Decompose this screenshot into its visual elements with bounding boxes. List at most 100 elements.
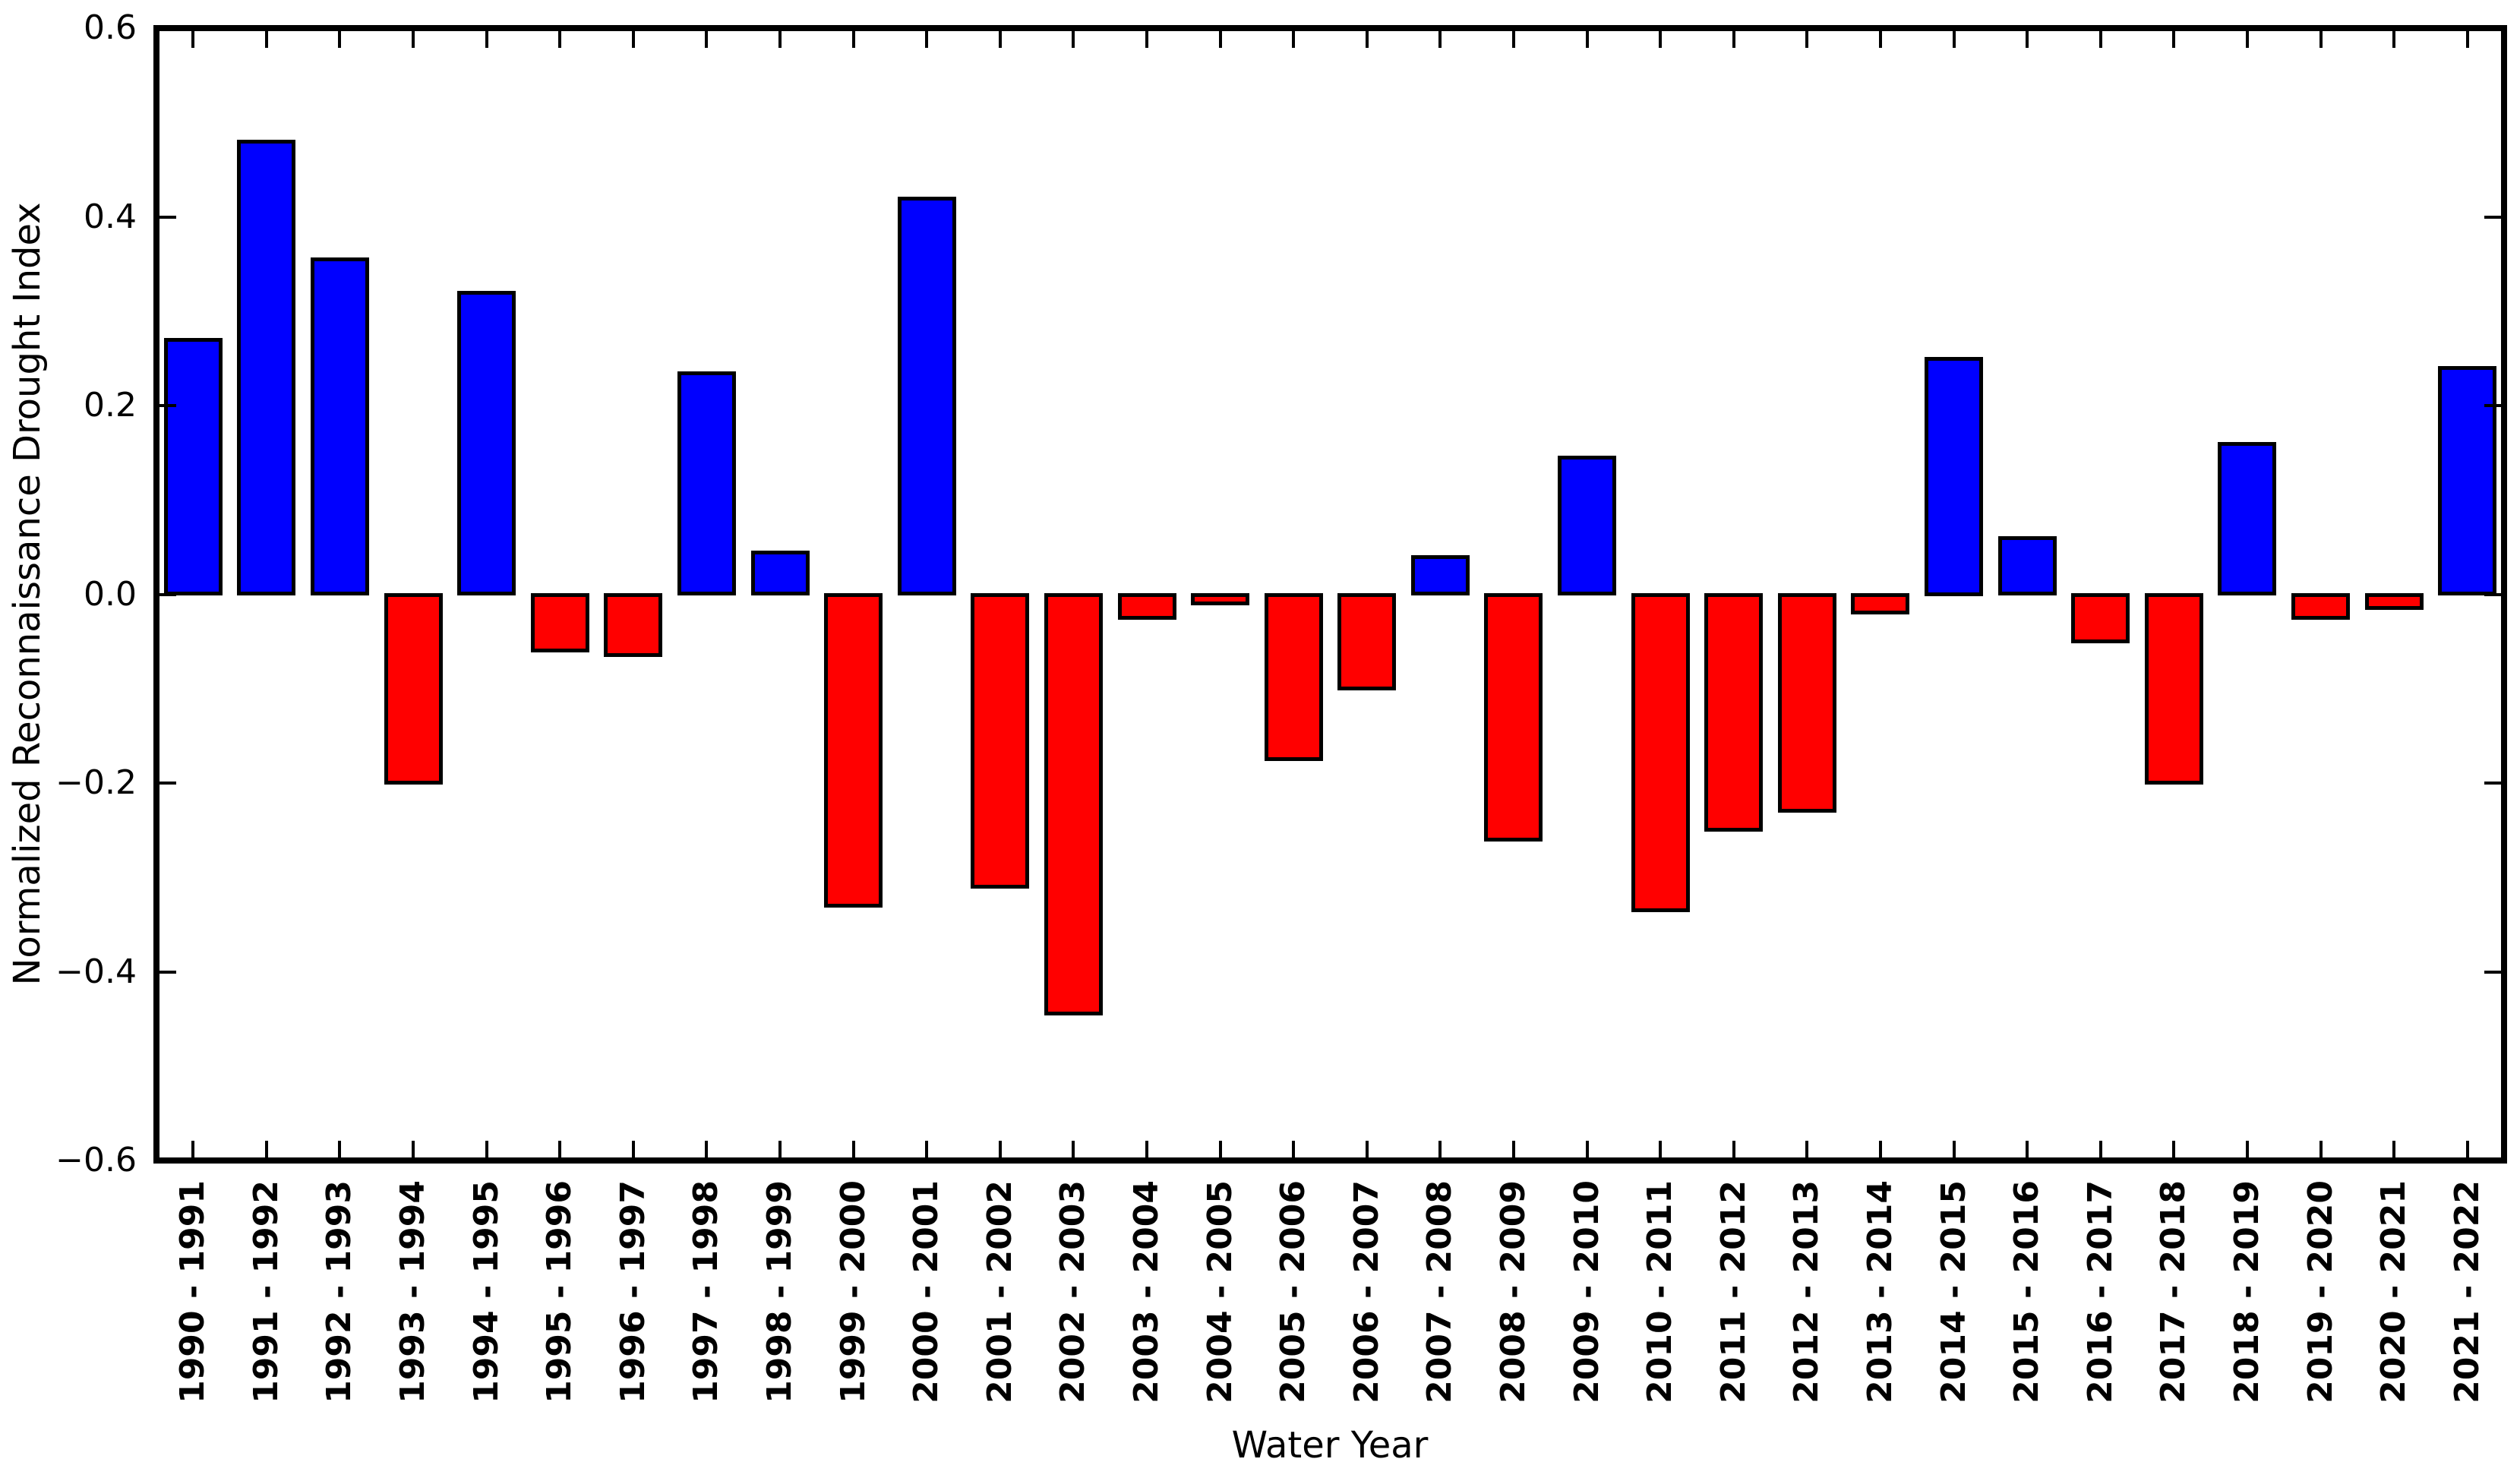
x-tick-top xyxy=(925,31,929,48)
x-tick-bottom xyxy=(778,1141,782,1157)
bar-2018-2019 xyxy=(2218,441,2277,596)
x-tick-top xyxy=(2245,31,2249,48)
y-tick-left xyxy=(159,27,176,30)
x-tick-bottom xyxy=(631,1141,635,1157)
x-tick-top xyxy=(1878,31,1882,48)
bar-1999-2000 xyxy=(824,592,883,908)
x-tick-label: 2013 - 2014 xyxy=(1860,1180,1899,1404)
x-tick-top xyxy=(2465,31,2469,48)
x-tick-top xyxy=(1659,31,1663,48)
bar-1992-1993 xyxy=(310,257,369,596)
bar-2012-2013 xyxy=(1777,592,1836,813)
x-tick-label: 2012 - 2013 xyxy=(1787,1180,1827,1404)
bar-2002-2003 xyxy=(1044,592,1103,1016)
x-tick-top xyxy=(338,31,342,48)
x-tick-label: 2006 - 2007 xyxy=(1347,1180,1386,1404)
x-tick-label: 1998 - 1999 xyxy=(760,1180,800,1404)
y-tick-label: 0.6 xyxy=(84,8,137,47)
x-tick-label: 2009 - 2010 xyxy=(1567,1180,1606,1404)
x-tick-bottom xyxy=(485,1141,488,1157)
x-tick-top xyxy=(631,31,635,48)
x-tick-bottom xyxy=(2465,1141,2469,1157)
x-tick-top xyxy=(1732,31,1735,48)
y-tick-left xyxy=(159,1159,176,1162)
x-tick-top xyxy=(558,31,562,48)
bar-2021-2022 xyxy=(2438,366,2497,596)
x-tick-top xyxy=(1145,31,1149,48)
x-tick-label: 1991 - 1992 xyxy=(246,1180,286,1404)
x-tick-label: 2021 - 2022 xyxy=(2447,1180,2487,1404)
x-tick-label: 1993 - 1994 xyxy=(393,1180,433,1404)
x-tick-bottom xyxy=(2172,1141,2176,1157)
x-tick-label: 2014 - 2015 xyxy=(1934,1180,1973,1404)
y-tick-right xyxy=(2484,592,2501,596)
x-tick-label: 2017 - 2018 xyxy=(2154,1180,2193,1404)
y-tick-left xyxy=(159,970,176,974)
x-tick-bottom xyxy=(1732,1141,1735,1157)
x-tick-bottom xyxy=(338,1141,342,1157)
x-tick-label: 2005 - 2006 xyxy=(1274,1180,1313,1404)
x-tick-bottom xyxy=(1365,1141,1369,1157)
x-tick-top xyxy=(1585,31,1589,48)
y-tick-right xyxy=(2484,1159,2501,1162)
x-tick-top xyxy=(264,31,268,48)
bar-2016-2017 xyxy=(2071,592,2130,643)
x-tick-label: 2018 - 2019 xyxy=(2227,1180,2266,1404)
x-tick-label: 2020 - 2021 xyxy=(2374,1180,2414,1404)
bar-1995-1996 xyxy=(530,592,589,653)
bar-1994-1995 xyxy=(457,290,516,596)
x-tick-top xyxy=(1805,31,1809,48)
bar-2019-2020 xyxy=(2291,592,2351,620)
x-tick-bottom xyxy=(2098,1141,2102,1157)
x-tick-label: 1992 - 1993 xyxy=(320,1180,359,1404)
y-tick-label: −0.6 xyxy=(55,1141,137,1179)
x-tick-label: 2002 - 2003 xyxy=(1053,1180,1093,1404)
bar-2003-2004 xyxy=(1117,592,1176,620)
x-tick-top xyxy=(2392,31,2396,48)
x-tick-top xyxy=(778,31,782,48)
x-tick-bottom xyxy=(1438,1141,1442,1157)
y-tick-right xyxy=(2484,215,2501,219)
x-tick-top xyxy=(1218,31,1222,48)
x-axis-title: Water Year xyxy=(1231,1424,1429,1467)
y-tick-label: −0.4 xyxy=(55,952,137,991)
y-tick-right xyxy=(2484,27,2501,30)
x-tick-label: 2000 - 2001 xyxy=(907,1180,946,1404)
bar-1997-1998 xyxy=(677,371,736,596)
y-tick-label: 0.4 xyxy=(84,197,137,236)
x-tick-top xyxy=(1365,31,1369,48)
bar-2001-2002 xyxy=(971,592,1030,889)
x-tick-top xyxy=(1511,31,1515,48)
x-tick-top xyxy=(485,31,488,48)
x-tick-top xyxy=(1072,31,1075,48)
x-tick-label: 1999 - 2000 xyxy=(833,1180,873,1404)
plot-border xyxy=(153,25,2507,1164)
bar-2010-2011 xyxy=(1631,592,1690,912)
x-tick-label: 1997 - 1998 xyxy=(687,1180,726,1404)
y-tick-left xyxy=(159,215,176,219)
x-tick-top xyxy=(705,31,709,48)
x-tick-bottom xyxy=(1805,1141,1809,1157)
x-tick-bottom xyxy=(2392,1141,2396,1157)
y-axis-title: Normalized Reconnaissance Drought Index xyxy=(6,202,49,986)
bar-1998-1999 xyxy=(750,550,810,596)
bar-2013-2014 xyxy=(1851,592,1910,615)
x-tick-top xyxy=(1292,31,1296,48)
x-tick-bottom xyxy=(191,1141,195,1157)
bar-1993-1994 xyxy=(384,592,443,785)
bar-2015-2016 xyxy=(1997,535,2057,596)
bar-2009-2010 xyxy=(1558,456,1617,596)
x-tick-top xyxy=(2319,31,2323,48)
x-tick-top xyxy=(2026,31,2029,48)
bar-2007-2008 xyxy=(1410,554,1470,596)
x-tick-label: 2019 - 2020 xyxy=(2301,1180,2340,1404)
bar-2006-2007 xyxy=(1337,592,1397,690)
x-tick-label: 1990 - 1991 xyxy=(173,1180,213,1404)
bar-2014-2015 xyxy=(1925,356,1984,596)
y-tick-left xyxy=(159,404,176,407)
y-tick-label: −0.2 xyxy=(55,763,137,802)
bar-1996-1997 xyxy=(604,592,663,658)
x-tick-bottom xyxy=(1511,1141,1515,1157)
bar-2020-2021 xyxy=(2364,592,2424,611)
x-tick-bottom xyxy=(2026,1141,2029,1157)
